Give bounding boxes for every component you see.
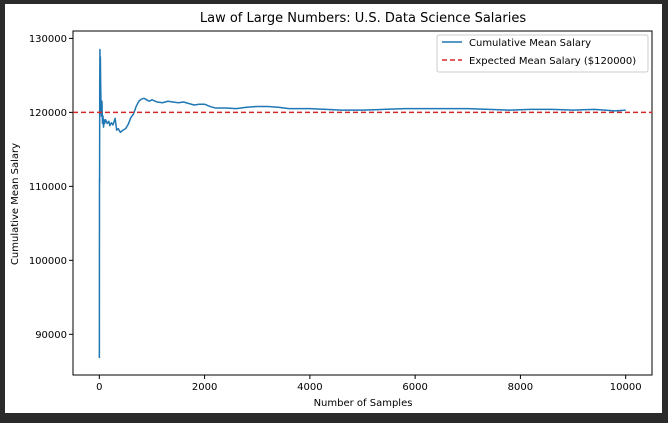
series-layer xyxy=(73,48,652,358)
legend: Cumulative Mean Salary Expected Mean Sal… xyxy=(436,34,649,73)
chart-title: Law of Large Numbers: U.S. Data Science … xyxy=(200,11,526,26)
line-chart: Law of Large Numbers: U.S. Data Science … xyxy=(10,11,653,409)
x-tick-label: 2000 xyxy=(192,382,217,393)
y-tick-label: 100000 xyxy=(29,256,67,267)
y-tick-label: 120000 xyxy=(29,108,67,119)
figure: Law of Large Numbers: U.S. Data Science … xyxy=(5,4,662,413)
x-tick-label: 10000 xyxy=(610,382,642,393)
x-tick-label: 8000 xyxy=(508,382,533,393)
legend-box xyxy=(436,34,649,73)
y-tick-label: 130000 xyxy=(29,34,67,45)
series-line-cumulative-mean xyxy=(98,48,626,358)
y-axis-label: Cumulative Mean Salary xyxy=(10,143,21,265)
legend-label-expected-mean: Expected Mean Salary ($120000) xyxy=(469,56,636,67)
y-tick-label: 110000 xyxy=(29,182,67,193)
x-axis-ticks: 0 2000 4000 6000 8000 10000 xyxy=(96,375,642,393)
x-tick-label: 6000 xyxy=(402,382,427,393)
x-axis-label: Number of Samples xyxy=(314,398,413,409)
plot-area: 90000 100000 110000 120000 130000 0 2000 4000 6… xyxy=(29,30,653,393)
x-tick-label: 4000 xyxy=(297,382,322,393)
y-axis-ticks: 90000 100000 110000 120000 130000 xyxy=(29,34,73,341)
legend-label-cumulative-mean: Cumulative Mean Salary xyxy=(469,38,591,49)
y-tick-label: 90000 xyxy=(35,330,67,341)
plot-frame xyxy=(72,30,653,376)
x-tick-label: 0 xyxy=(96,382,102,393)
